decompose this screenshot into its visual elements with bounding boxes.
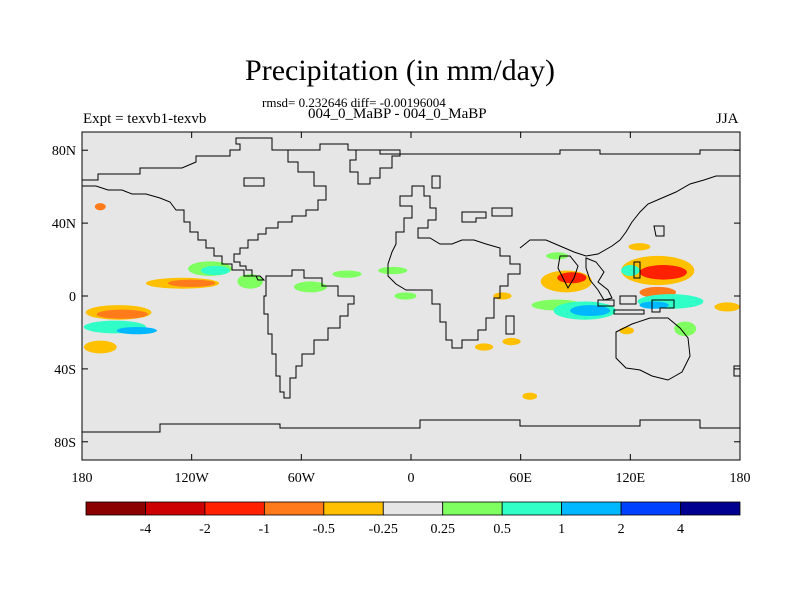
y-tick-label-2: 0: [69, 290, 76, 305]
colorbar-label-4: -0.25: [369, 522, 398, 537]
y-tick-label-4: 80S: [54, 436, 76, 451]
anomaly-region-12: [332, 270, 362, 278]
anomaly-region-33: [546, 252, 569, 260]
x-tick-label-2: 60W: [288, 471, 316, 486]
anomaly-region-26: [639, 301, 669, 309]
coastline-layer: [82, 137, 741, 433]
y-tick-label-0: 80N: [52, 144, 76, 159]
coastline-island-c: [461, 211, 487, 223]
colorbar-swatch-0: [85, 501, 146, 516]
colorbar-swatch-9: [620, 501, 681, 516]
colorbar-swatch-4: [323, 501, 384, 516]
colorbar-swatch-8: [561, 501, 622, 516]
anomaly-region-34: [628, 243, 651, 251]
coastline-indonesia-a: [597, 299, 615, 307]
colorbar-label-6: 0.5: [493, 522, 511, 537]
anomaly-region-11: [294, 281, 327, 293]
anomaly-region-15: [493, 292, 512, 300]
coastline-arctic: [272, 143, 740, 155]
coastline-madagascar: [505, 315, 515, 335]
axes-layer: 180 120W 60W 0 60E 120E 180 80N 40N 0 40S 80S: [52, 132, 751, 486]
x-tick-label-6: 180: [730, 471, 751, 486]
colorbar-swatch-6: [442, 501, 503, 516]
colorbar-label-0: -4: [140, 522, 152, 537]
coastline-south-america: [263, 269, 355, 399]
colorbar-swatch-7: [501, 501, 563, 516]
anomaly-region-14: [394, 292, 417, 300]
coastline-island-b: [431, 175, 441, 189]
coastline-greenland: [349, 149, 401, 185]
coastline-philippines: [633, 261, 641, 279]
coastline-new-guinea: [651, 299, 675, 313]
x-tick-label-4: 60E: [509, 471, 532, 486]
anomaly-region-22: [639, 265, 687, 280]
coastline-japan: [653, 225, 665, 237]
anomaly-region-24: [621, 265, 640, 276]
coastline-island-d: [491, 207, 513, 217]
coastline-eurafrica: [387, 185, 521, 349]
anomaly-region-13: [378, 266, 408, 275]
coastline-se-asia: [585, 257, 613, 301]
anomaly-layer: [83, 203, 740, 400]
coastline-island-a: [243, 177, 265, 187]
y-tick-label-1: 40N: [52, 217, 76, 232]
x-tick-label-5: 120E: [616, 471, 646, 486]
coastline-asia: [519, 175, 740, 257]
colorbar-label-9: 4: [677, 522, 684, 537]
anomaly-region-2: [96, 309, 148, 319]
anomaly-region-5: [83, 340, 117, 354]
anomaly-region-20: [570, 305, 611, 317]
x-tick-label-1: 120W: [175, 471, 210, 486]
x-tick-label-3: 0: [408, 471, 415, 486]
anomaly-region-9: [200, 265, 231, 276]
colorbar-label-2: -1: [259, 522, 271, 537]
coastline-india: [557, 255, 579, 290]
anomaly-region-4: [116, 326, 157, 335]
anomaly-region-7: [167, 279, 216, 287]
coastline-indonesia-c: [613, 309, 645, 315]
colorbar-swatch-5: [382, 501, 444, 516]
anomaly-region-31: [522, 392, 538, 400]
colorbar-label-3: -0.5: [313, 522, 335, 537]
anomaly-region-29: [474, 343, 494, 351]
experiment-label: Expt = texvb1-texvb: [83, 111, 207, 127]
colorbar-label-1: -2: [199, 522, 211, 537]
anomaly-region-28: [714, 302, 740, 312]
anomaly-region-35: [619, 326, 634, 335]
case-subtitle: 004_0_MaBP - 004_0_MaBP: [308, 106, 487, 122]
y-tick-label-3: 40S: [54, 363, 76, 378]
season-label: JJA: [716, 111, 739, 127]
coastline-north-america: [82, 137, 327, 281]
anomaly-region-32: [94, 203, 106, 211]
anomaly-region-27: [674, 321, 697, 337]
colorbar-label-8: 2: [618, 522, 625, 537]
coastline-antarctica: [82, 419, 740, 433]
colorbar-swatch-3: [263, 501, 325, 516]
colorbar: -4 -2 -1 -0.5 -0.25 0.25 0.5 1 2 4: [85, 501, 741, 537]
stats-subtitle: rmsd= 0.232646 diff= -0.00196004: [262, 95, 446, 110]
colorbar-swatch-10: [680, 501, 741, 516]
colorbar-swatch-1: [145, 501, 206, 516]
colorbar-label-5: 0.25: [430, 522, 455, 537]
x-tick-label-0: 180: [72, 471, 93, 486]
coastline-australia: [615, 317, 691, 381]
coastline-indonesia-b: [619, 295, 637, 305]
anomaly-region-30: [502, 337, 521, 346]
chart-title: Precipitation (in mm/day): [245, 54, 555, 87]
colorbar-swatch-2: [204, 501, 265, 516]
colorbar-label-7: 1: [558, 522, 565, 537]
